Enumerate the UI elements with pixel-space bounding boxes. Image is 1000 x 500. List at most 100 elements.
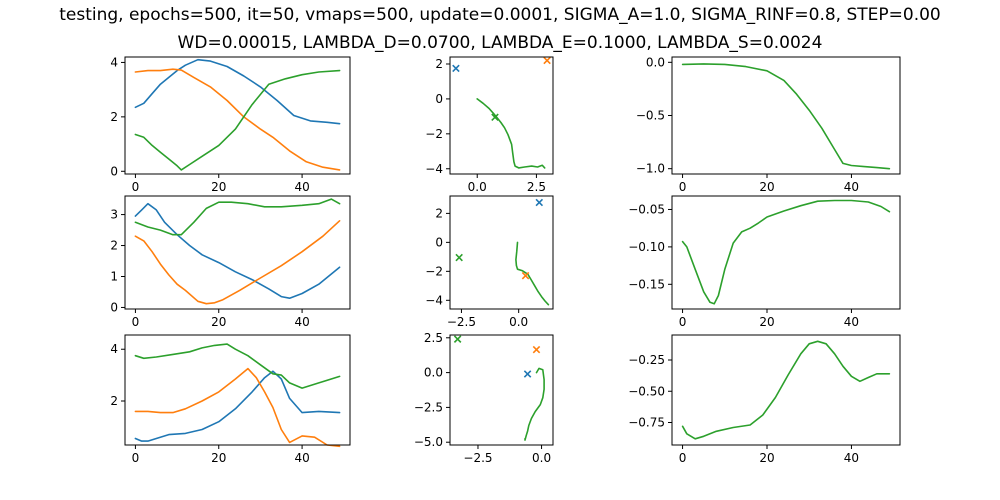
scatter-marker-stroke — [535, 198, 544, 207]
series-line-1 — [134, 58, 341, 125]
y-tick-label: 4 — [110, 55, 118, 69]
scatter-marker-2 — [532, 345, 541, 354]
series-line-1 — [681, 199, 891, 305]
subplot-3: 0 20 40 0.0 −0.5 −1.0 — [636, 55, 901, 194]
axes-frame — [124, 56, 351, 175]
y-tick-label: 2.5 — [424, 331, 443, 345]
axes-frame — [124, 334, 351, 446]
y-tick-label: −2 — [425, 264, 443, 278]
scatter-marker-stroke — [532, 345, 541, 354]
y-tick-label: 2 — [110, 110, 118, 124]
subplot-8: −2.5 0.0 2.5 0.0 −2.5 −5.0 — [414, 331, 554, 465]
axes-frame — [449, 334, 554, 446]
x-tick-label: 0 — [132, 180, 140, 194]
y-tick-label: −0.25 — [628, 353, 665, 367]
scatter-marker-stroke — [543, 56, 551, 65]
x-tick-label: 40 — [844, 180, 859, 194]
x-tick-label: 0 — [679, 180, 687, 194]
y-tick-label: 2 — [435, 57, 443, 71]
axes-frame — [671, 334, 901, 446]
x-tick-label: 0.0 — [468, 180, 487, 194]
axes-frame — [449, 56, 554, 175]
x-tick-label: 20 — [759, 180, 774, 194]
y-tick-label: −4 — [425, 293, 443, 307]
subplot-2: 0.0 2.5 −4 −2 0 2 — [425, 56, 554, 194]
series-line-1 — [134, 202, 341, 299]
series-line-3 — [134, 343, 341, 389]
subplot-6: 0 20 40 −0.05 −0.10 −0.15 — [628, 195, 901, 329]
x-tick-label: 20 — [759, 451, 774, 465]
subplot-4: 0 20 40 0 1 2 3 — [110, 195, 351, 329]
y-tick-label: 1 — [110, 269, 118, 283]
y-tick-label: 2 — [435, 206, 443, 220]
x-tick-label: 40 — [294, 315, 309, 329]
axes-frame — [124, 195, 351, 310]
scatter-marker-2 — [543, 56, 551, 65]
x-tick-label: 40 — [294, 451, 309, 465]
x-tick-label: −2.5 — [463, 451, 492, 465]
subplot-5: −2.5 0.0 2 0 −2 −4 — [425, 195, 554, 329]
series-line-1 — [681, 63, 891, 170]
series-line-1 — [476, 98, 546, 169]
y-tick-label: 0 — [435, 92, 443, 106]
subplot-1: 0 20 40 0 2 4 — [110, 55, 351, 194]
y-tick-label: −1.0 — [636, 162, 665, 176]
scatter-marker-stroke — [453, 335, 462, 343]
scatter-marker-stroke — [521, 271, 530, 280]
x-tick-label: 0.0 — [509, 315, 528, 329]
y-tick-label: −0.15 — [628, 277, 665, 291]
x-tick-label: 0 — [132, 315, 140, 329]
figure-title-line-1: testing, epochs=500, it=50, vmaps=500, u… — [59, 5, 941, 25]
y-tick-label: 4 — [110, 342, 118, 356]
series-line-2 — [134, 68, 341, 171]
x-tick-label: 0 — [132, 451, 140, 465]
scatter-marker-3 — [453, 335, 462, 343]
scatter-marker-stroke — [523, 370, 532, 378]
y-tick-label: −2 — [425, 127, 443, 141]
figure-title-line-2: WD=0.00015, LAMBDA_D=0.0700, LAMBDA_E=0.… — [178, 33, 823, 53]
scatter-marker-2 — [521, 271, 530, 280]
y-tick-label: −5.0 — [414, 435, 443, 449]
x-tick-label: 0 — [679, 451, 687, 465]
y-tick-label: 2 — [110, 394, 118, 408]
scatter-marker-3 — [491, 113, 499, 122]
scatter-marker-1 — [452, 64, 460, 73]
y-tick-label: −0.05 — [628, 202, 665, 216]
series-line-1 — [681, 340, 891, 440]
x-tick-label: 20 — [211, 315, 226, 329]
y-tick-label: −0.75 — [628, 416, 665, 430]
x-tick-label: 20 — [211, 451, 226, 465]
x-tick-label: 0 — [679, 315, 687, 329]
y-tick-label: 0.0 — [646, 55, 665, 69]
scatter-marker-stroke — [491, 113, 499, 122]
scatter-marker-1 — [523, 370, 532, 378]
x-tick-label: 40 — [844, 451, 859, 465]
series-line-2 — [134, 220, 341, 305]
axes-frame — [449, 195, 554, 310]
y-tick-label: 3 — [110, 208, 118, 222]
y-tick-label: −2.5 — [414, 400, 443, 414]
series-line-3 — [134, 69, 341, 171]
scatter-marker-3 — [455, 253, 463, 262]
scatter-marker-stroke — [455, 253, 463, 262]
y-tick-label: −0.50 — [628, 384, 665, 398]
subplot-7: 0 20 40 2 4 — [110, 334, 351, 465]
series-line-2 — [134, 367, 341, 448]
y-tick-label: 2 — [110, 239, 118, 253]
x-tick-label: 20 — [211, 180, 226, 194]
x-tick-label: 20 — [759, 315, 774, 329]
subplot-9: 0 20 40 −0.25 −0.50 −0.75 — [628, 334, 901, 465]
scatter-marker-stroke — [452, 64, 460, 73]
y-tick-label: 0 — [435, 235, 443, 249]
axes-frame — [671, 195, 901, 310]
series-line-1 — [134, 370, 341, 442]
x-tick-label: 2.5 — [527, 180, 546, 194]
y-tick-label: 0.0 — [424, 366, 443, 380]
scatter-marker-1 — [535, 198, 544, 207]
y-tick-label: 0 — [110, 164, 118, 178]
y-tick-label: −0.10 — [628, 240, 665, 254]
y-tick-label: 0 — [110, 300, 118, 314]
x-tick-label: −2.5 — [447, 315, 476, 329]
